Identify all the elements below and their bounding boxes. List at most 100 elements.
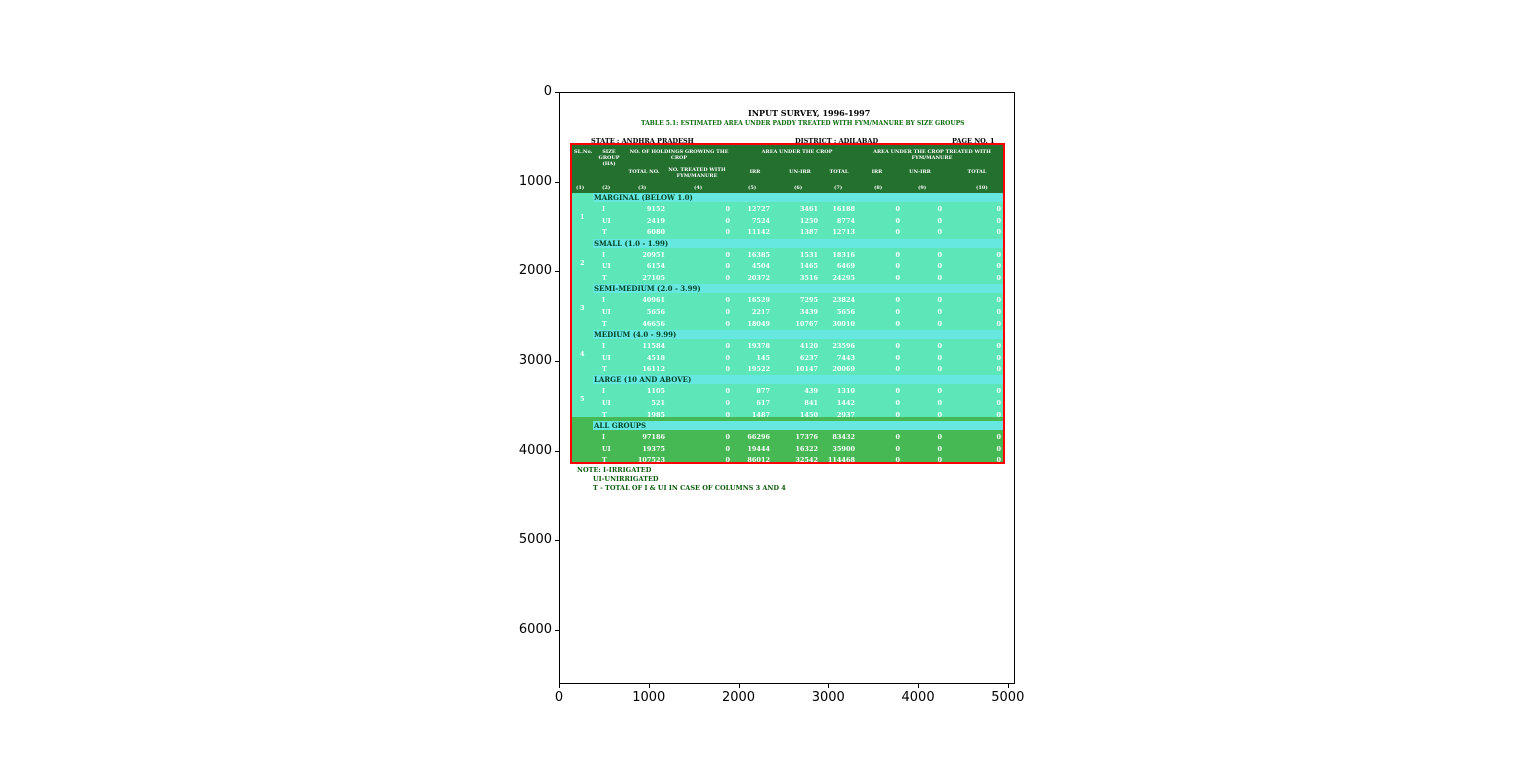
table-cell: 877 — [756, 387, 770, 396]
table-cell: 20951 — [642, 250, 665, 259]
size-group-label: SEMI-MEDIUM (2.0 - 3.99) — [594, 284, 701, 294]
table-cell: 1250 — [799, 216, 818, 225]
table-cell: 0 — [895, 341, 900, 350]
table-cell: 46656 — [642, 319, 665, 328]
y-tick-label: 0 — [543, 84, 552, 99]
table-cell: 19522 — [747, 365, 770, 374]
table-cell: 114468 — [827, 456, 855, 465]
table-cell: 7295 — [799, 296, 818, 305]
note-line-2: UI-UNIRRIGATED — [593, 475, 659, 483]
table-cell: 0 — [895, 274, 900, 282]
header-g2: AREA UNDER THE CROP — [761, 149, 833, 155]
table-cell: 3516 — [799, 274, 818, 282]
table-cell: 1450 — [799, 410, 818, 419]
table-cell: 83432 — [832, 433, 855, 441]
table-cell: 3461 — [799, 205, 818, 213]
table-cell: 4120 — [799, 341, 818, 350]
size-group-band: MEDIUM (4.0 - 9.99) — [593, 329, 1003, 339]
table-cell: 145 — [756, 353, 770, 362]
serial-number: 5 — [580, 395, 585, 404]
table-cell: 7524 — [751, 216, 770, 225]
table-cell: 24295 — [832, 274, 855, 282]
table-cell: 0 — [996, 444, 1001, 453]
table-cell: 4518 — [646, 353, 665, 362]
table-cell: 27105 — [642, 274, 665, 282]
table-cell: 0 — [725, 296, 730, 305]
table-cell: 2419 — [646, 216, 665, 225]
header-g1a: TOTAL NO. — [628, 169, 660, 175]
row-type: T — [602, 319, 607, 328]
y-tick-label: 4000 — [518, 442, 552, 458]
table-cell: 19375 — [642, 444, 665, 453]
table-cell: 12713 — [832, 228, 855, 237]
column-number: (10) — [976, 185, 988, 191]
column-number: (1) — [576, 185, 585, 191]
table-cell: 66296 — [747, 433, 770, 441]
table-cell: 35900 — [832, 444, 855, 453]
table-cell: 0 — [725, 341, 730, 350]
table-cell: 20069 — [832, 365, 855, 374]
size-group-band: LARGE (10 AND ABOVE) — [593, 375, 1003, 385]
doc-state: STATE : ANDHRA PRADESH — [591, 137, 694, 145]
serial-number: 2 — [580, 258, 585, 267]
table-cell: 5656 — [836, 307, 855, 316]
doc-subtitle: TABLE 5.1: ESTIMATED AREA UNDER PADDY TR… — [641, 120, 965, 127]
table-cell: 2937 — [836, 410, 855, 419]
table-cell: 0 — [996, 296, 1001, 305]
table-cell: 0 — [937, 365, 942, 374]
header-g2c: TOTAL — [829, 169, 849, 175]
table-cell: 20372 — [747, 274, 770, 282]
table-cell: 1465 — [799, 262, 818, 271]
table-cell: 0 — [725, 262, 730, 271]
column-number: (7) — [834, 185, 843, 191]
table-cell: 0 — [895, 365, 900, 374]
row-type: T — [602, 456, 607, 465]
table-cell: 19444 — [747, 444, 770, 453]
size-group-label: MEDIUM (4.0 - 9.99) — [594, 329, 677, 339]
table-cell: 6469 — [836, 262, 855, 271]
table-cell: 0 — [937, 250, 942, 259]
table-cell: 0 — [725, 433, 730, 441]
y-tick-mark — [555, 181, 559, 183]
table-cell: 0 — [725, 250, 730, 259]
x-tick-label: 3000 — [811, 690, 845, 705]
table-cell: 0 — [937, 216, 942, 225]
table-cell: 0 — [937, 353, 942, 362]
x-tick-label: 1000 — [632, 690, 666, 705]
table-header: SL.No. SIZE GROUP (HA) NO. OF HOLDINGS G… — [572, 145, 1003, 193]
row-type: I — [602, 433, 606, 441]
table-cell: 5656 — [646, 307, 665, 316]
size-group-band: MARGINAL (BELOW 1.0) — [593, 193, 1003, 202]
row-type: UI — [602, 353, 611, 362]
table-cell: 1387 — [799, 228, 818, 237]
table-cell: 6237 — [799, 353, 818, 362]
table-cell: 4504 — [751, 262, 770, 271]
row-type: T — [602, 228, 607, 237]
table-cell: 0 — [996, 228, 1001, 237]
table-cell: 0 — [996, 387, 1001, 396]
row-type: I — [602, 387, 606, 396]
table-cell: 0 — [725, 353, 730, 362]
x-tick-mark — [559, 684, 560, 688]
table-cell: 0 — [895, 307, 900, 316]
table-cell: 0 — [996, 250, 1001, 259]
doc-district: DISTRICT : ADILABAD — [795, 137, 879, 145]
table-cell: 11142 — [747, 228, 770, 237]
y-tick-mark — [555, 271, 559, 273]
header-g3a: IRR — [871, 169, 883, 175]
row-type: T — [602, 274, 607, 282]
header-g2b: UN-IRR — [789, 169, 811, 175]
table-cell: 1442 — [836, 399, 855, 408]
table-cell: 0 — [996, 365, 1001, 374]
table-cell: 8774 — [836, 216, 855, 225]
table-cell: 0 — [895, 250, 900, 259]
table-cell: 7443 — [836, 353, 855, 362]
column-number: (8) — [874, 185, 883, 191]
table-cell: 0 — [996, 353, 1001, 362]
doc-title: INPUT SURVEY, 1996-1997 — [748, 108, 871, 118]
table-cell: 0 — [937, 444, 942, 453]
x-tick-mark — [828, 684, 830, 688]
row-type: T — [602, 365, 607, 374]
x-tick-label: 5000 — [991, 690, 1025, 705]
table-cell: 0 — [937, 274, 942, 282]
